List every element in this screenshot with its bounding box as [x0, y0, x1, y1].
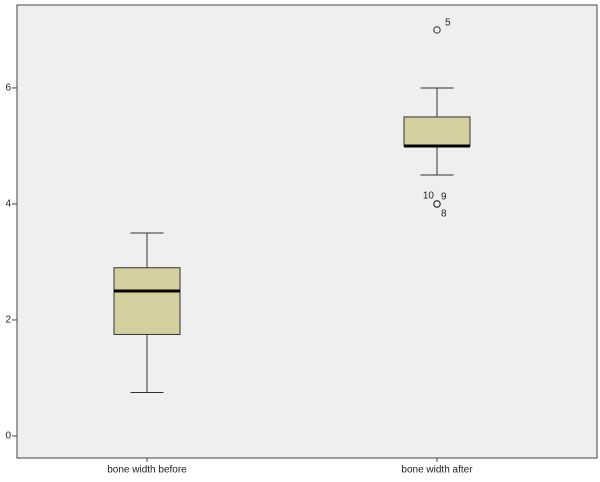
outlier-label: 10: [423, 191, 435, 202]
outlier-label: 5: [445, 18, 451, 29]
plot-area: [16, 4, 598, 459]
box: [113, 267, 181, 335]
y-tick-label: 4: [5, 199, 11, 210]
y-tick-label: 2: [5, 315, 11, 326]
outlier-label: 9: [441, 192, 447, 203]
outlier: [433, 200, 441, 208]
box: [403, 116, 471, 147]
x-tick-label: bone width after: [401, 465, 473, 476]
x-tick-label: bone width before: [107, 465, 187, 476]
y-tick-label: 0: [5, 431, 11, 442]
y-tick-label: 6: [5, 83, 11, 94]
outlier: [433, 26, 441, 34]
outlier-label: 8: [441, 209, 447, 220]
